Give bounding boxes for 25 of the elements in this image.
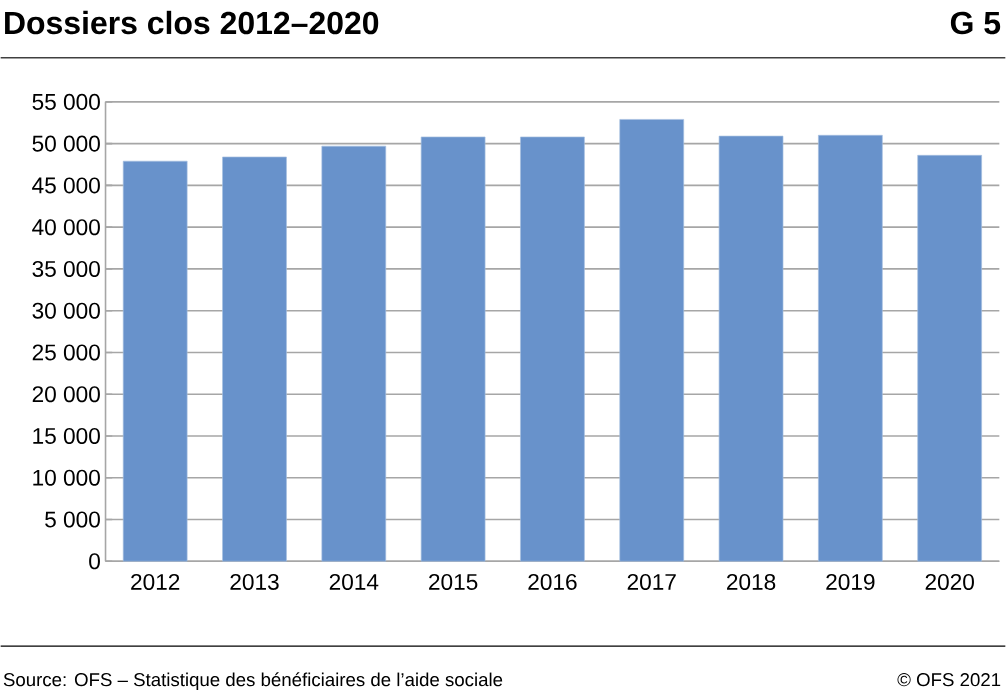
- text: © OFS 2021: [897, 673, 1001, 687]
- y-tick-label: 30 000: [32, 302, 100, 319]
- y-tick-label: 45 000: [32, 177, 100, 194]
- y-tick-label: 55 000: [32, 93, 100, 110]
- source-note: Source: OFS – Statistique des bénéficiaires de l’aide sociale: [3, 672, 503, 690]
- y-tick-label: 15 000: [33, 427, 100, 444]
- x-tick-label: 2016: [528, 573, 577, 590]
- x-tick-label: 2014: [329, 573, 379, 590]
- x-tick-label: 2017: [627, 573, 676, 590]
- y-tick-label: 20 000: [32, 386, 100, 403]
- x-tick-label: 2018: [727, 573, 776, 590]
- y-tick-label: 10 000: [33, 469, 100, 486]
- y-tick-label: 5 000: [45, 511, 100, 528]
- x-tick-label: 2015: [429, 573, 478, 590]
- y-tick-label: 50 000: [32, 135, 100, 152]
- x-tick-label: 2019: [826, 573, 875, 590]
- x-tick-label: 2020: [925, 573, 974, 590]
- text: G 5: [950, 11, 1001, 35]
- chart-title: Dossiers clos 2012–2020: [5, 10, 379, 35]
- y-tick-label: 25 000: [32, 344, 100, 361]
- x-tick-label: 2012: [131, 573, 180, 590]
- y-tick-label: 40 000: [32, 219, 100, 236]
- y-tick-label: 35 000: [32, 260, 100, 277]
- y-tick-label: 0: [89, 553, 100, 570]
- x-tick-label: 2013: [230, 573, 279, 590]
